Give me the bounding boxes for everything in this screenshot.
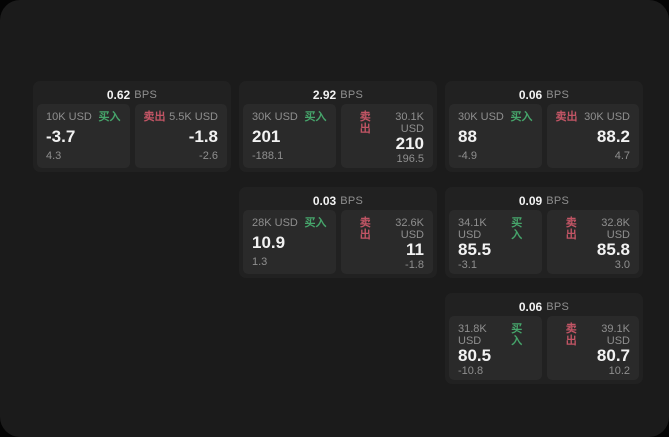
sell-change: -2.6	[199, 150, 218, 162]
buy-price: 85.5	[458, 240, 492, 259]
buy-side-label: 买入	[304, 111, 327, 123]
bps-unit-label: BPS	[340, 194, 364, 207]
sell-price: 88.2	[596, 126, 630, 146]
sell-price: 210	[395, 134, 424, 153]
sell-amount: 30.1K USD	[395, 111, 424, 135]
quote-card: 0.09 BPS 34.1K USD 买入 85.5 -3.1 卖出 32.8K…	[445, 187, 643, 278]
bps-header: 0.09 BPS	[449, 191, 639, 210]
sell-amount: 5.5K USD	[169, 111, 218, 123]
buy-change: 1.3	[252, 256, 268, 268]
buy-panel[interactable]: 10K USD 买入 -3.7 4.3	[37, 104, 130, 168]
bps-unit-label: BPS	[546, 88, 570, 101]
buy-amount: 31.8K USD	[458, 323, 487, 347]
bps-value: 0.06	[518, 299, 543, 314]
buy-change: -188.1	[252, 150, 284, 162]
sell-panel[interactable]: 卖出 39.1K USD 80.7 10.2	[546, 316, 639, 380]
quote-card: 0.06 BPS 31.8K USD 买入 80.5 -10.8 卖出 39.1…	[445, 293, 643, 384]
sell-price: 85.8	[596, 240, 630, 259]
quote-card: 2.92 BPS 30K USD 买入 201 -188.1 卖出 30.1K …	[239, 81, 437, 172]
sell-side-label: 卖出	[143, 111, 166, 123]
buy-amount: 30K USD	[458, 111, 504, 123]
buy-side-label: 买入	[511, 323, 523, 347]
sell-amount: 39.1K USD	[601, 323, 630, 347]
buy-change: -10.8	[458, 365, 484, 377]
quote-card: 0.62 BPS 10K USD 买入 -3.7 4.3 卖出 5.5K USD	[33, 81, 231, 172]
buy-panel[interactable]: 28K USD 买入 10.9 1.3	[243, 210, 336, 274]
buy-price: 201	[252, 126, 281, 146]
buy-amount: 28K USD	[252, 217, 298, 229]
buy-side-label: 买入	[98, 111, 121, 123]
bps-unit-label: BPS	[546, 194, 570, 207]
sell-price: 11	[406, 240, 424, 259]
buy-side-label: 买入	[304, 217, 327, 229]
sell-change: -1.8	[405, 259, 424, 271]
buy-amount: 10K USD	[46, 111, 92, 123]
quote-panels: 31.8K USD 买入 80.5 -10.8 卖出 39.1K USD 80.…	[449, 316, 639, 380]
bps-value: 0.06	[518, 87, 543, 102]
bps-header: 0.06 BPS	[449, 85, 639, 104]
buy-panel[interactable]: 31.8K USD 买入 80.5 -10.8	[449, 316, 542, 380]
bps-unit-label: BPS	[546, 300, 570, 313]
sell-side-label: 卖出	[359, 111, 371, 135]
bps-value: 2.92	[312, 87, 337, 102]
sell-change: 3.0	[614, 259, 630, 271]
bps-header: 0.03 BPS	[243, 191, 433, 210]
bps-value: 0.03	[312, 193, 337, 208]
buy-amount: 34.1K USD	[458, 217, 487, 241]
sell-side-label: 卖出	[359, 217, 371, 241]
quote-card: 0.03 BPS 28K USD 买入 10.9 1.3 卖出 32.6K US…	[239, 187, 437, 278]
buy-price: -3.7	[46, 126, 76, 146]
sell-price: 80.7	[596, 346, 630, 365]
buy-amount: 30K USD	[252, 111, 298, 123]
sell-amount: 32.6K USD	[395, 217, 424, 241]
sell-side-label: 卖出	[555, 111, 578, 123]
sell-amount: 30K USD	[584, 111, 630, 123]
bps-unit-label: BPS	[340, 88, 364, 101]
buy-price: 10.9	[252, 232, 286, 252]
sell-side-label: 卖出	[565, 217, 577, 241]
sell-change: 4.7	[614, 150, 630, 162]
bps-header: 0.06 BPS	[449, 297, 639, 316]
buy-price: 80.5	[458, 346, 492, 365]
bps-header: 0.62 BPS	[37, 85, 227, 104]
quote-panels: 10K USD 买入 -3.7 4.3 卖出 5.5K USD -1.8 -2.…	[37, 104, 227, 168]
quote-panels: 28K USD 买入 10.9 1.3 卖出 32.6K USD 11 -1.8	[243, 210, 433, 274]
buy-panel[interactable]: 34.1K USD 买入 85.5 -3.1	[449, 210, 542, 274]
quote-panels: 34.1K USD 买入 85.5 -3.1 卖出 32.8K USD 85.8…	[449, 210, 639, 274]
bps-unit-label: BPS	[134, 88, 158, 101]
buy-change: -3.1	[458, 259, 477, 271]
sell-panel[interactable]: 卖出 5.5K USD -1.8 -2.6	[134, 104, 227, 168]
quote-card-grid: 0.62 BPS 10K USD 买入 -3.7 4.3 卖出 5.5K USD	[33, 81, 643, 384]
buy-change: -4.9	[458, 150, 477, 162]
buy-panel[interactable]: 30K USD 买入 88 -4.9	[449, 104, 542, 168]
buy-side-label: 买入	[511, 217, 523, 241]
quote-panels: 30K USD 买入 88 -4.9 卖出 30K USD 88.2 4.7	[449, 104, 639, 168]
sell-change: 196.5	[396, 153, 424, 165]
sell-panel[interactable]: 卖出 30K USD 88.2 4.7	[546, 104, 639, 168]
bps-value: 0.09	[518, 193, 543, 208]
sell-side-label: 卖出	[565, 323, 577, 347]
sell-panel[interactable]: 卖出 32.8K USD 85.8 3.0	[546, 210, 639, 274]
buy-side-label: 买入	[510, 111, 533, 123]
quote-card: 0.06 BPS 30K USD 买入 88 -4.9 卖出 30K USD	[445, 81, 643, 172]
bps-value: 0.62	[106, 87, 131, 102]
buy-change: 4.3	[46, 150, 62, 162]
sell-price: -1.8	[188, 126, 218, 146]
buy-panel[interactable]: 30K USD 买入 201 -188.1	[243, 104, 336, 168]
buy-price: 88	[458, 126, 477, 146]
sell-amount: 32.8K USD	[601, 217, 630, 241]
bps-header: 2.92 BPS	[243, 85, 433, 104]
quote-panels: 30K USD 买入 201 -188.1 卖出 30.1K USD 210 1…	[243, 104, 433, 168]
sell-panel[interactable]: 卖出 32.6K USD 11 -1.8	[340, 210, 433, 274]
sell-panel[interactable]: 卖出 30.1K USD 210 196.5	[340, 104, 433, 168]
sell-change: 10.2	[608, 365, 630, 377]
